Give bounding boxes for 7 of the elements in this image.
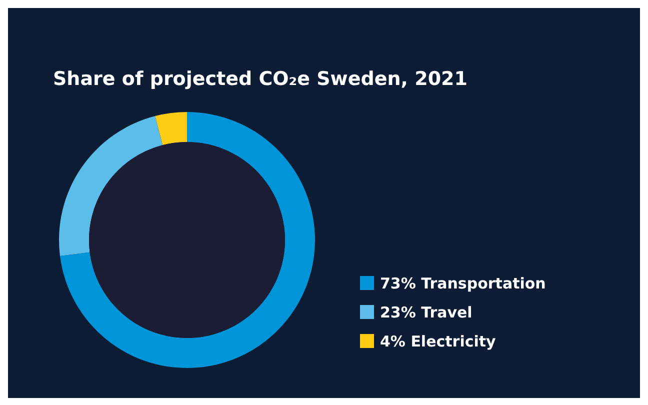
legend-label: 4% Electricity [380, 332, 496, 350]
legend-label: 23% Travel [380, 304, 472, 322]
legend-label: 73% Transportation [380, 274, 546, 292]
donut-slice [60, 112, 315, 368]
donut-slice [59, 116, 163, 256]
chart-title: Share of projected CO₂e Sweden, 2021 [53, 68, 468, 90]
donut-slice [155, 112, 187, 146]
